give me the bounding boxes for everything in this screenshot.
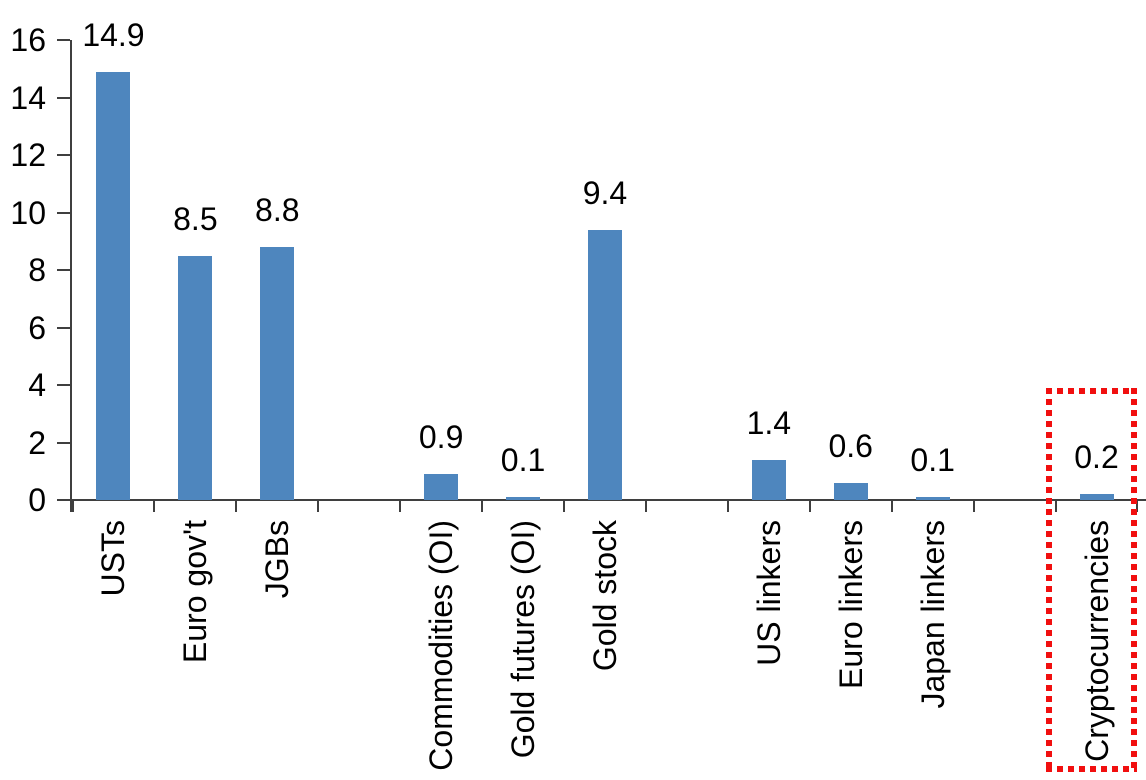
y-axis-tick [57, 269, 70, 272]
bar-euro-gov-t [178, 256, 213, 500]
y-axis-tick-label: 14 [10, 79, 46, 116]
bar-gold-stock [587, 230, 622, 500]
y-axis-tick-label: 0 [28, 482, 46, 518]
category-label: Euro linkers [832, 520, 869, 689]
x-axis-tick [644, 501, 647, 512]
y-axis-tick [57, 96, 70, 99]
category-label: USTs [95, 520, 132, 597]
y-axis-tick [57, 39, 70, 42]
category-label: US linkers [750, 520, 787, 666]
x-axis-tick [1054, 501, 1057, 512]
bar-value-label: 8.5 [173, 201, 218, 237]
bar-us-linkers [751, 460, 786, 500]
y-axis-tick-label: 6 [28, 309, 46, 346]
x-axis-tick [481, 501, 484, 512]
y-axis-tick-label: 16 [10, 22, 46, 59]
bar-value-label: 14.9 [82, 17, 145, 53]
x-axis-tick [890, 501, 893, 512]
x-axis-tick [317, 501, 320, 512]
highlight-box-bottom [1045, 766, 1137, 772]
y-axis-tick [57, 384, 70, 387]
x-axis-tick [1136, 501, 1139, 512]
bar-gold-futures-oi- [506, 497, 541, 500]
x-axis-tick [972, 501, 975, 512]
bar-value-label: 0.6 [828, 428, 873, 464]
bar-jgbs [260, 247, 295, 500]
bar-euro-linkers [833, 483, 868, 500]
x-axis-tick [726, 501, 729, 512]
y-axis-line [70, 40, 72, 512]
x-axis-tick [71, 501, 74, 512]
y-axis-tick [57, 211, 70, 214]
bar-japan-linkers [915, 497, 950, 500]
bar-usts [96, 72, 131, 500]
category-label: Cryptocurrencies [1078, 520, 1115, 762]
x-axis-tick [399, 501, 402, 512]
bar-value-label: 0.2 [1074, 439, 1119, 475]
y-axis-tick [57, 441, 70, 444]
category-label: Commodities (OI) [423, 520, 460, 771]
bar-value-label: 8.8 [255, 192, 300, 228]
x-axis-tick [235, 501, 238, 512]
bar-value-label: 9.4 [582, 175, 628, 211]
category-label: Gold stock [586, 520, 623, 672]
y-axis-tick-label: 12 [10, 137, 46, 174]
bar-cryptocurrencies [1079, 494, 1114, 500]
x-axis-tick [153, 501, 156, 512]
bar-value-label: 0.1 [910, 442, 955, 478]
category-label: JGBs [259, 520, 296, 599]
highlight-box-left [1045, 388, 1052, 772]
x-axis-line [70, 499, 1146, 501]
category-label: Euro gov't [177, 520, 214, 664]
bar-value-label: 0.1 [500, 442, 546, 478]
y-axis-tick-label: 2 [28, 424, 46, 461]
x-axis-tick [808, 501, 811, 512]
highlight-box-top [1045, 388, 1137, 394]
y-axis-tick-label: 4 [28, 367, 46, 404]
bar-commodities-oi- [424, 474, 459, 500]
y-axis-tick [57, 499, 70, 501]
y-axis-tick-label: 10 [10, 194, 46, 231]
x-axis-tick [563, 501, 566, 512]
y-axis-tick [57, 154, 70, 157]
y-axis-tick-label: 8 [28, 252, 46, 289]
highlight-box-right [1130, 388, 1137, 772]
bar-value-label: 0.9 [418, 419, 464, 455]
y-axis-tick [57, 326, 70, 329]
category-label: Gold futures (OI) [505, 520, 542, 759]
category-label: Japan linkers [914, 520, 951, 709]
bar-value-label: 1.4 [746, 405, 792, 441]
